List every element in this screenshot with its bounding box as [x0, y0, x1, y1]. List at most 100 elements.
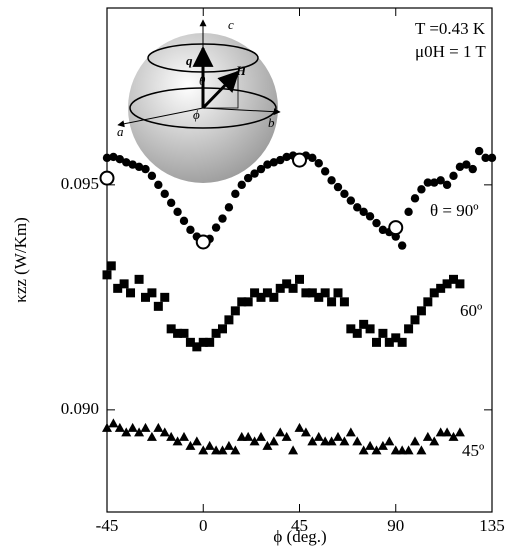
marker [314, 159, 323, 168]
marker [423, 297, 433, 307]
marker [275, 283, 285, 293]
marker [397, 445, 408, 455]
marker [455, 279, 465, 289]
marker [295, 274, 304, 284]
x-axis-label: ϕ (deg.) [273, 527, 326, 546]
marker [185, 337, 195, 347]
annotation: T =0.43 K [415, 19, 486, 38]
marker [358, 445, 369, 455]
marker [377, 440, 388, 450]
marker [300, 427, 311, 437]
marker [231, 189, 240, 199]
marker [442, 180, 452, 190]
marker [333, 288, 343, 298]
marker [153, 422, 164, 432]
marker [134, 427, 145, 437]
x-tick-label: 45 [291, 516, 308, 535]
marker [403, 445, 414, 455]
marker [384, 436, 395, 446]
marker [223, 440, 234, 450]
marker [487, 153, 497, 163]
marker [173, 207, 182, 217]
marker [462, 160, 471, 169]
marker [198, 337, 208, 347]
marker [256, 292, 266, 302]
marker [388, 220, 404, 236]
x-tick-label: -45 [96, 516, 119, 535]
marker [417, 185, 426, 194]
marker [141, 164, 150, 174]
marker [333, 431, 343, 441]
marker [436, 176, 445, 185]
marker [243, 173, 253, 183]
marker [230, 445, 241, 455]
marker [455, 162, 465, 172]
marker [359, 207, 368, 217]
marker [106, 261, 116, 271]
marker [256, 164, 266, 174]
marker [365, 212, 375, 221]
marker [397, 337, 407, 347]
y-tick-label: 0.090 [61, 399, 99, 418]
marker [102, 422, 112, 432]
marker [292, 152, 307, 168]
series-label: 45º [462, 441, 484, 460]
marker [134, 162, 144, 172]
marker [320, 436, 331, 446]
marker [243, 297, 253, 307]
marker [353, 203, 362, 212]
marker [211, 223, 221, 232]
series-label: θ = 90º [430, 201, 479, 220]
marker [250, 169, 259, 178]
marker [115, 155, 125, 164]
marker [429, 436, 440, 446]
marker [378, 225, 388, 235]
marker [391, 333, 401, 343]
marker [114, 422, 125, 432]
x-tick-label: 135 [479, 516, 505, 535]
marker [346, 196, 356, 205]
marker [327, 297, 337, 307]
h-vector [201, 70, 240, 110]
marker [333, 182, 343, 192]
marker [448, 431, 459, 441]
marker [205, 337, 215, 347]
marker [282, 152, 291, 162]
marker [166, 198, 176, 208]
marker [365, 324, 375, 334]
marker [404, 324, 414, 334]
marker [159, 427, 170, 437]
marker [320, 288, 330, 298]
marker [378, 328, 388, 338]
marker [282, 279, 292, 289]
marker [230, 306, 240, 316]
a-axis [117, 107, 204, 128]
marker [173, 328, 183, 338]
inset-label: q [186, 53, 193, 68]
marker [429, 288, 439, 298]
inset-label: H [235, 63, 247, 78]
marker [237, 180, 246, 190]
marker [365, 440, 376, 450]
marker [211, 328, 221, 338]
marker [192, 342, 202, 352]
projection [203, 72, 239, 109]
marker [119, 279, 129, 289]
marker [179, 328, 189, 338]
marker [211, 445, 222, 455]
marker [454, 427, 465, 437]
marker [146, 431, 157, 441]
marker [179, 431, 189, 441]
marker [191, 436, 202, 446]
marker [474, 146, 484, 156]
marker [121, 427, 132, 437]
marker [390, 445, 401, 455]
marker [340, 189, 349, 199]
marker [275, 427, 286, 437]
marker [109, 152, 118, 162]
marker [268, 436, 279, 446]
marker [269, 292, 279, 302]
marker [224, 315, 234, 325]
marker [262, 440, 273, 450]
